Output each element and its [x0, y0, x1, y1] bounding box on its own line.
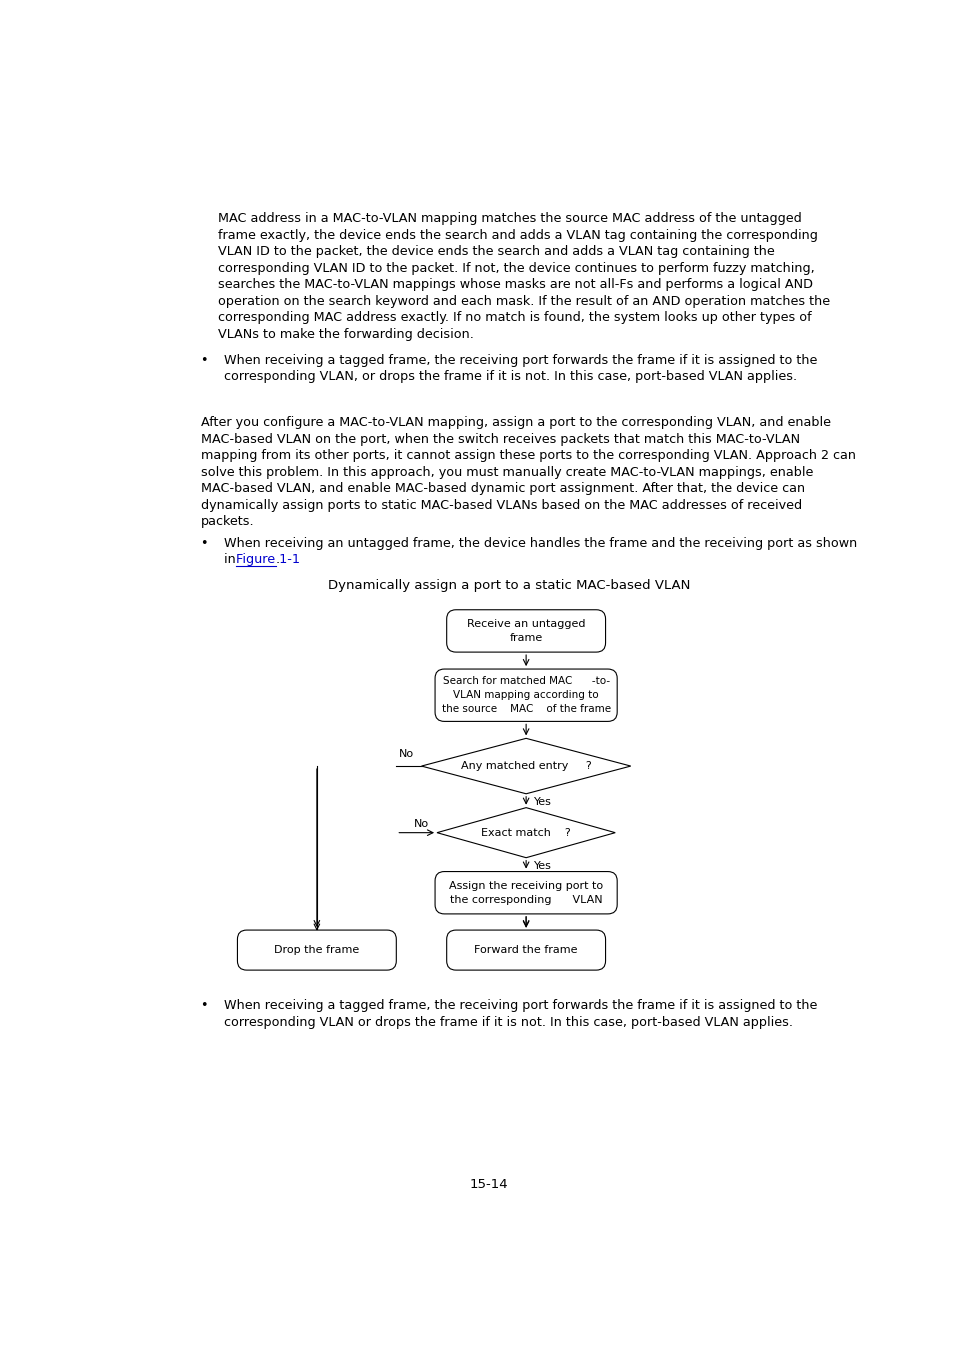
- Text: Drop the frame: Drop the frame: [274, 945, 359, 954]
- Text: searches the MAC-to-VLAN mappings whose masks are not all-Fs and performs a logi: searches the MAC-to-VLAN mappings whose …: [218, 278, 813, 292]
- Text: solve this problem. In this approach, you must manually create MAC-to-VLAN mappi: solve this problem. In this approach, yo…: [200, 466, 812, 479]
- Text: When receiving a tagged frame, the receiving port forwards the frame if it is as: When receiving a tagged frame, the recei…: [224, 354, 817, 367]
- Text: 15-14: 15-14: [469, 1179, 508, 1192]
- Polygon shape: [421, 738, 630, 794]
- Text: MAC-based VLAN, and enable MAC-based dynamic port assignment. After that, the de: MAC-based VLAN, and enable MAC-based dyn…: [200, 482, 804, 495]
- Text: When receiving an untagged frame, the device handles the frame and the receiving: When receiving an untagged frame, the de…: [224, 536, 856, 549]
- Text: corresponding VLAN ID to the packet. If not, the device continues to perform fuz: corresponding VLAN ID to the packet. If …: [218, 262, 815, 274]
- Text: Search for matched MAC      -to-
VLAN mapping according to
the source    MAC    : Search for matched MAC -to- VLAN mapping…: [441, 676, 610, 714]
- Text: Receive an untagged
frame: Receive an untagged frame: [466, 618, 585, 643]
- Polygon shape: [436, 807, 615, 857]
- Text: MAC-based VLAN on the port, when the switch receives packets that match this MAC: MAC-based VLAN on the port, when the swi…: [200, 432, 799, 446]
- Text: corresponding MAC address exactly. If no match is found, the system looks up oth: corresponding MAC address exactly. If no…: [218, 312, 811, 324]
- Text: Any matched entry     ?: Any matched entry ?: [460, 761, 591, 771]
- Text: MAC address in a MAC-to-VLAN mapping matches the source MAC address of the untag: MAC address in a MAC-to-VLAN mapping mat…: [218, 212, 801, 225]
- Text: •: •: [200, 354, 208, 367]
- Text: .: .: [275, 554, 279, 566]
- Text: operation on the search keyword and each mask. If the result of an AND operation: operation on the search keyword and each…: [218, 294, 830, 308]
- Text: corresponding VLAN, or drops the frame if it is not. In this case, port-based VL: corresponding VLAN, or drops the frame i…: [224, 370, 796, 383]
- FancyBboxPatch shape: [435, 872, 617, 914]
- FancyBboxPatch shape: [237, 930, 395, 971]
- Text: frame exactly, the device ends the search and adds a VLAN tag containing the cor: frame exactly, the device ends the searc…: [218, 228, 818, 242]
- Text: Exact match    ?: Exact match ?: [480, 828, 571, 837]
- Text: dynamically assign ports to static MAC-based VLANs based on the MAC addresses of: dynamically assign ports to static MAC-b…: [200, 500, 801, 512]
- Text: Figure 1-1: Figure 1-1: [235, 554, 299, 566]
- Text: Forward the frame: Forward the frame: [474, 945, 578, 954]
- Text: in: in: [224, 554, 239, 566]
- Text: Yes: Yes: [534, 796, 551, 807]
- Text: Yes: Yes: [534, 861, 551, 871]
- Text: VLAN ID to the packet, the device ends the search and adds a VLAN tag containing: VLAN ID to the packet, the device ends t…: [218, 246, 775, 258]
- Text: No: No: [398, 749, 414, 759]
- FancyBboxPatch shape: [446, 610, 605, 652]
- Text: Dynamically assign a port to a static MAC-based VLAN: Dynamically assign a port to a static MA…: [328, 579, 690, 591]
- FancyBboxPatch shape: [435, 670, 617, 721]
- Text: corresponding VLAN or drops the frame if it is not. In this case, port-based VLA: corresponding VLAN or drops the frame if…: [224, 1017, 792, 1029]
- Text: packets.: packets.: [200, 516, 254, 528]
- Text: When receiving a tagged frame, the receiving port forwards the frame if it is as: When receiving a tagged frame, the recei…: [224, 999, 817, 1012]
- Text: After you configure a MAC-to-VLAN mapping, assign a port to the corresponding VL: After you configure a MAC-to-VLAN mappin…: [200, 416, 830, 429]
- Text: No: No: [414, 819, 429, 829]
- Text: mapping from its other ports, it cannot assign these ports to the corresponding : mapping from its other ports, it cannot …: [200, 450, 855, 462]
- Text: •: •: [200, 999, 208, 1012]
- FancyBboxPatch shape: [446, 930, 605, 971]
- Text: •: •: [200, 536, 208, 549]
- Text: Assign the receiving port to
the corresponding      VLAN: Assign the receiving port to the corresp…: [449, 880, 602, 905]
- Text: VLANs to make the forwarding decision.: VLANs to make the forwarding decision.: [218, 328, 474, 342]
